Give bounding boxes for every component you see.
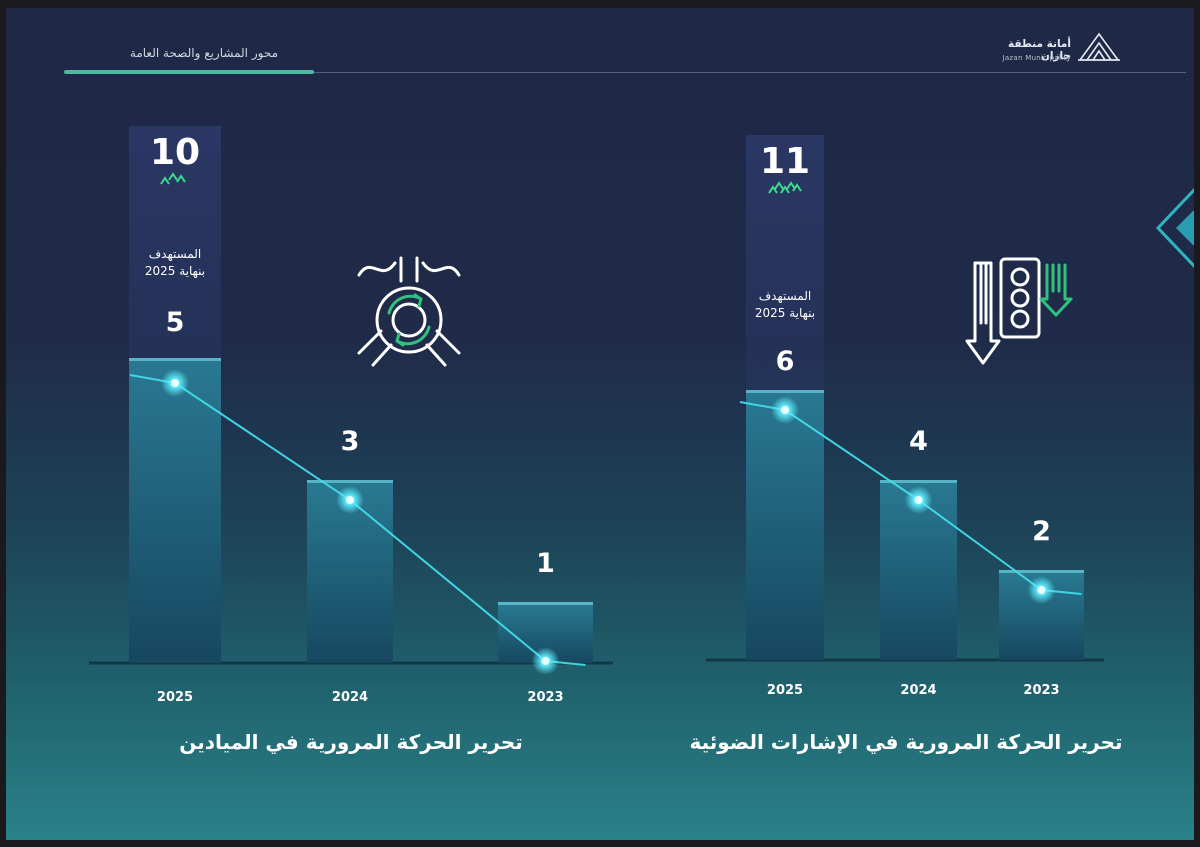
chart-title-traffic-lights: تحرير الحركة المرورية في الإشارات الضوئي… bbox=[689, 730, 1123, 754]
target-value: 11 bbox=[760, 141, 810, 182]
value-label: 2 bbox=[1032, 516, 1051, 547]
value-label: 4 bbox=[909, 426, 928, 457]
bar-top-edge bbox=[746, 390, 824, 393]
value-label: 3 bbox=[341, 426, 360, 457]
value-label: 1 bbox=[536, 548, 555, 579]
x-tick-label: 2024 bbox=[900, 683, 936, 698]
x-tick-label: 2024 bbox=[332, 690, 368, 705]
bar-top-edge bbox=[129, 358, 221, 361]
target-label-year: بنهاية 2025 bbox=[755, 306, 815, 320]
trend-point bbox=[171, 379, 179, 387]
trend-point bbox=[781, 406, 789, 414]
x-tick-label: 2023 bbox=[1023, 683, 1059, 698]
trend-point bbox=[1037, 586, 1046, 594]
growth-arrows-icon bbox=[160, 172, 186, 219]
target-value: 10 bbox=[150, 132, 200, 173]
bar-2025 bbox=[129, 358, 221, 663]
x-tick-label: 2025 bbox=[157, 690, 193, 705]
decorative-chevron-icon bbox=[1155, 187, 1194, 269]
page-section-title: محور المشاريع والصحة العامة bbox=[129, 46, 278, 60]
trend-point bbox=[541, 657, 550, 665]
target-label-year: بنهاية 2025 bbox=[145, 264, 205, 278]
bar-2025 bbox=[746, 390, 824, 660]
chart-roundabouts: 10 المستهدف بنهاية 2025 5 2025 3 2024 1 2023 bbox=[89, 126, 613, 705]
traffic-light-icon bbox=[965, 257, 1073, 365]
charts-canvas: 10 المستهدف بنهاية 2025 5 2025 3 2024 1 2023 11 ال… bbox=[89, 126, 1104, 705]
target-label: المستهدف bbox=[759, 289, 812, 303]
value-label: 5 bbox=[166, 307, 185, 338]
growth-arrows-icon bbox=[768, 181, 802, 233]
slide: محور المشاريع والصحة العامة أمانة منطقة … bbox=[6, 8, 1194, 840]
header-divider bbox=[66, 72, 1186, 73]
logo-text-arabic: أمانة منطقة جازان bbox=[1008, 38, 1071, 62]
target-label: المستهدف bbox=[149, 247, 202, 261]
bar-top-edge bbox=[307, 480, 393, 483]
roundabout-icon bbox=[357, 256, 461, 367]
bar-top-edge bbox=[999, 570, 1084, 573]
municipality-logo-icon bbox=[1078, 32, 1120, 61]
logo-text-english: Jazan Municipality bbox=[1002, 54, 1071, 62]
bar-top-edge bbox=[498, 602, 593, 605]
x-tick-label: 2025 bbox=[767, 683, 803, 698]
chart-title-roundabouts: تحرير الحركة المرورية في الميادين bbox=[179, 730, 523, 754]
bar-top-edge bbox=[880, 480, 957, 483]
chart-traffic-lights: 11 المستهدف بنهاية 2025 6 2025 4 2024 2 2023 bbox=[706, 135, 1104, 698]
value-label: 6 bbox=[776, 346, 795, 377]
trend-point bbox=[346, 496, 354, 504]
header-divider-accent bbox=[64, 70, 314, 74]
x-tick-label: 2023 bbox=[527, 690, 563, 705]
trend-point bbox=[914, 496, 923, 504]
